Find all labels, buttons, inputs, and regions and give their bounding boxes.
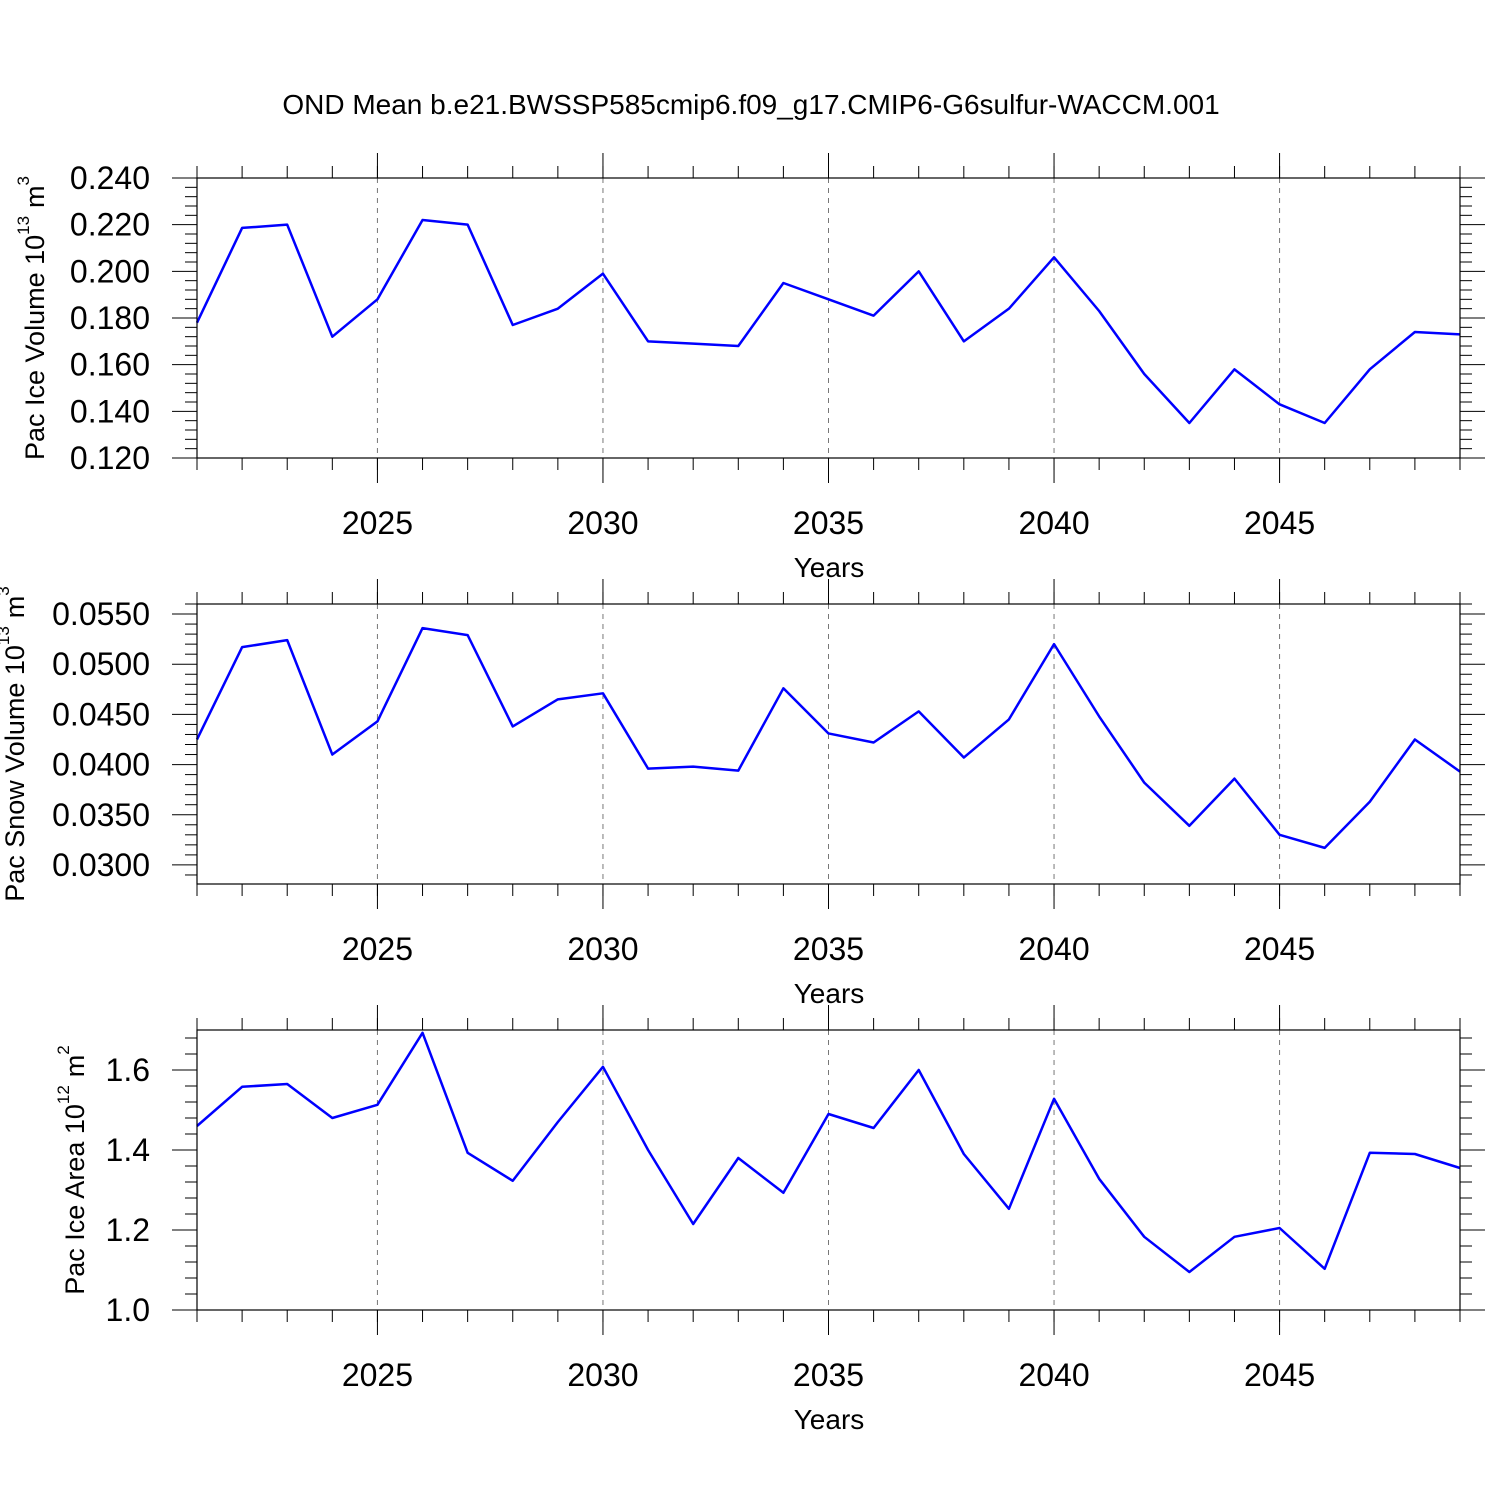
x-tick-label: 2025	[342, 931, 413, 967]
y-tick-label: 0.220	[70, 207, 150, 243]
y-tick-label: 1.6	[106, 1052, 150, 1088]
x-tick-label: 2045	[1244, 931, 1315, 967]
x-tick-label: 2035	[793, 1357, 864, 1393]
y-label-unit: m	[0, 596, 30, 619]
y-label-text: Pac Ice Area 10	[60, 1104, 90, 1295]
x-tick-label: 2030	[567, 1357, 638, 1393]
x-tick-label: 2040	[1018, 1357, 1089, 1393]
x-axis-label: Years	[794, 978, 865, 1009]
x-axis-label: Years	[794, 1404, 865, 1435]
y-axis-label: Pac Ice Volume 1013 m3	[14, 176, 51, 460]
x-tick-label: 2035	[793, 931, 864, 967]
x-tick-label: 2035	[793, 505, 864, 541]
plot-frame	[196, 177, 1461, 459]
plot-frame	[196, 1029, 1461, 1311]
y-label-exp: 12	[54, 1085, 73, 1104]
x-tick-label: 2040	[1018, 505, 1089, 541]
chart-title: OND Mean b.e21.BWSSP585cmip6.f09_g17.CMI…	[282, 89, 1219, 120]
data-line	[195, 626, 1461, 850]
y-label-unit-exp: 3	[0, 586, 13, 595]
x-tick-label: 2030	[567, 931, 638, 967]
y-tick-label: 0.140	[70, 393, 150, 429]
y-tick-label: 0.0550	[52, 596, 150, 632]
y-label-text: Pac Snow Volume 10	[0, 645, 30, 902]
y-tick-label: 0.240	[70, 160, 150, 196]
y-label-exp: 13	[0, 626, 13, 645]
y-label-unit: m	[20, 185, 50, 208]
y-tick-label: 0.180	[70, 300, 150, 336]
y-tick-label: 0.120	[70, 440, 150, 476]
plot-frame	[196, 603, 1461, 885]
y-axis-label: Pac Snow Volume 1013 m3	[0, 586, 30, 902]
y-label-text: Pac Ice Volume 10	[20, 235, 50, 460]
y-label-unit-exp: 3	[14, 176, 33, 185]
y-tick-label: 0.200	[70, 253, 150, 289]
y-axis-label: Pac Ice Area 1012 m2	[54, 1045, 91, 1295]
y-tick-label: 1.4	[106, 1132, 150, 1168]
x-tick-label: 2045	[1244, 1357, 1315, 1393]
data-line	[196, 1031, 1461, 1274]
y-tick-label: 0.0500	[52, 646, 150, 682]
data-line	[195, 218, 1461, 425]
x-tick-label: 2025	[342, 1357, 413, 1393]
y-tick-label: 0.0450	[52, 696, 150, 732]
x-tick-label: 2040	[1018, 931, 1089, 967]
y-tick-label: 0.0400	[52, 747, 150, 783]
y-label-unit: m	[60, 1055, 90, 1078]
x-tick-label: 2045	[1244, 505, 1315, 541]
x-tick-label: 2025	[342, 505, 413, 541]
y-label-exp: 13	[14, 216, 33, 235]
y-tick-label: 0.160	[70, 347, 150, 383]
x-axis-label: Years	[794, 552, 865, 583]
x-tick-label: 2030	[567, 505, 638, 541]
y-label-unit-exp: 2	[54, 1045, 73, 1054]
y-tick-label: 0.0350	[52, 797, 150, 833]
y-tick-label: 0.0300	[52, 847, 150, 883]
y-tick-label: 1.2	[106, 1212, 150, 1248]
y-tick-label: 1.0	[106, 1292, 150, 1328]
